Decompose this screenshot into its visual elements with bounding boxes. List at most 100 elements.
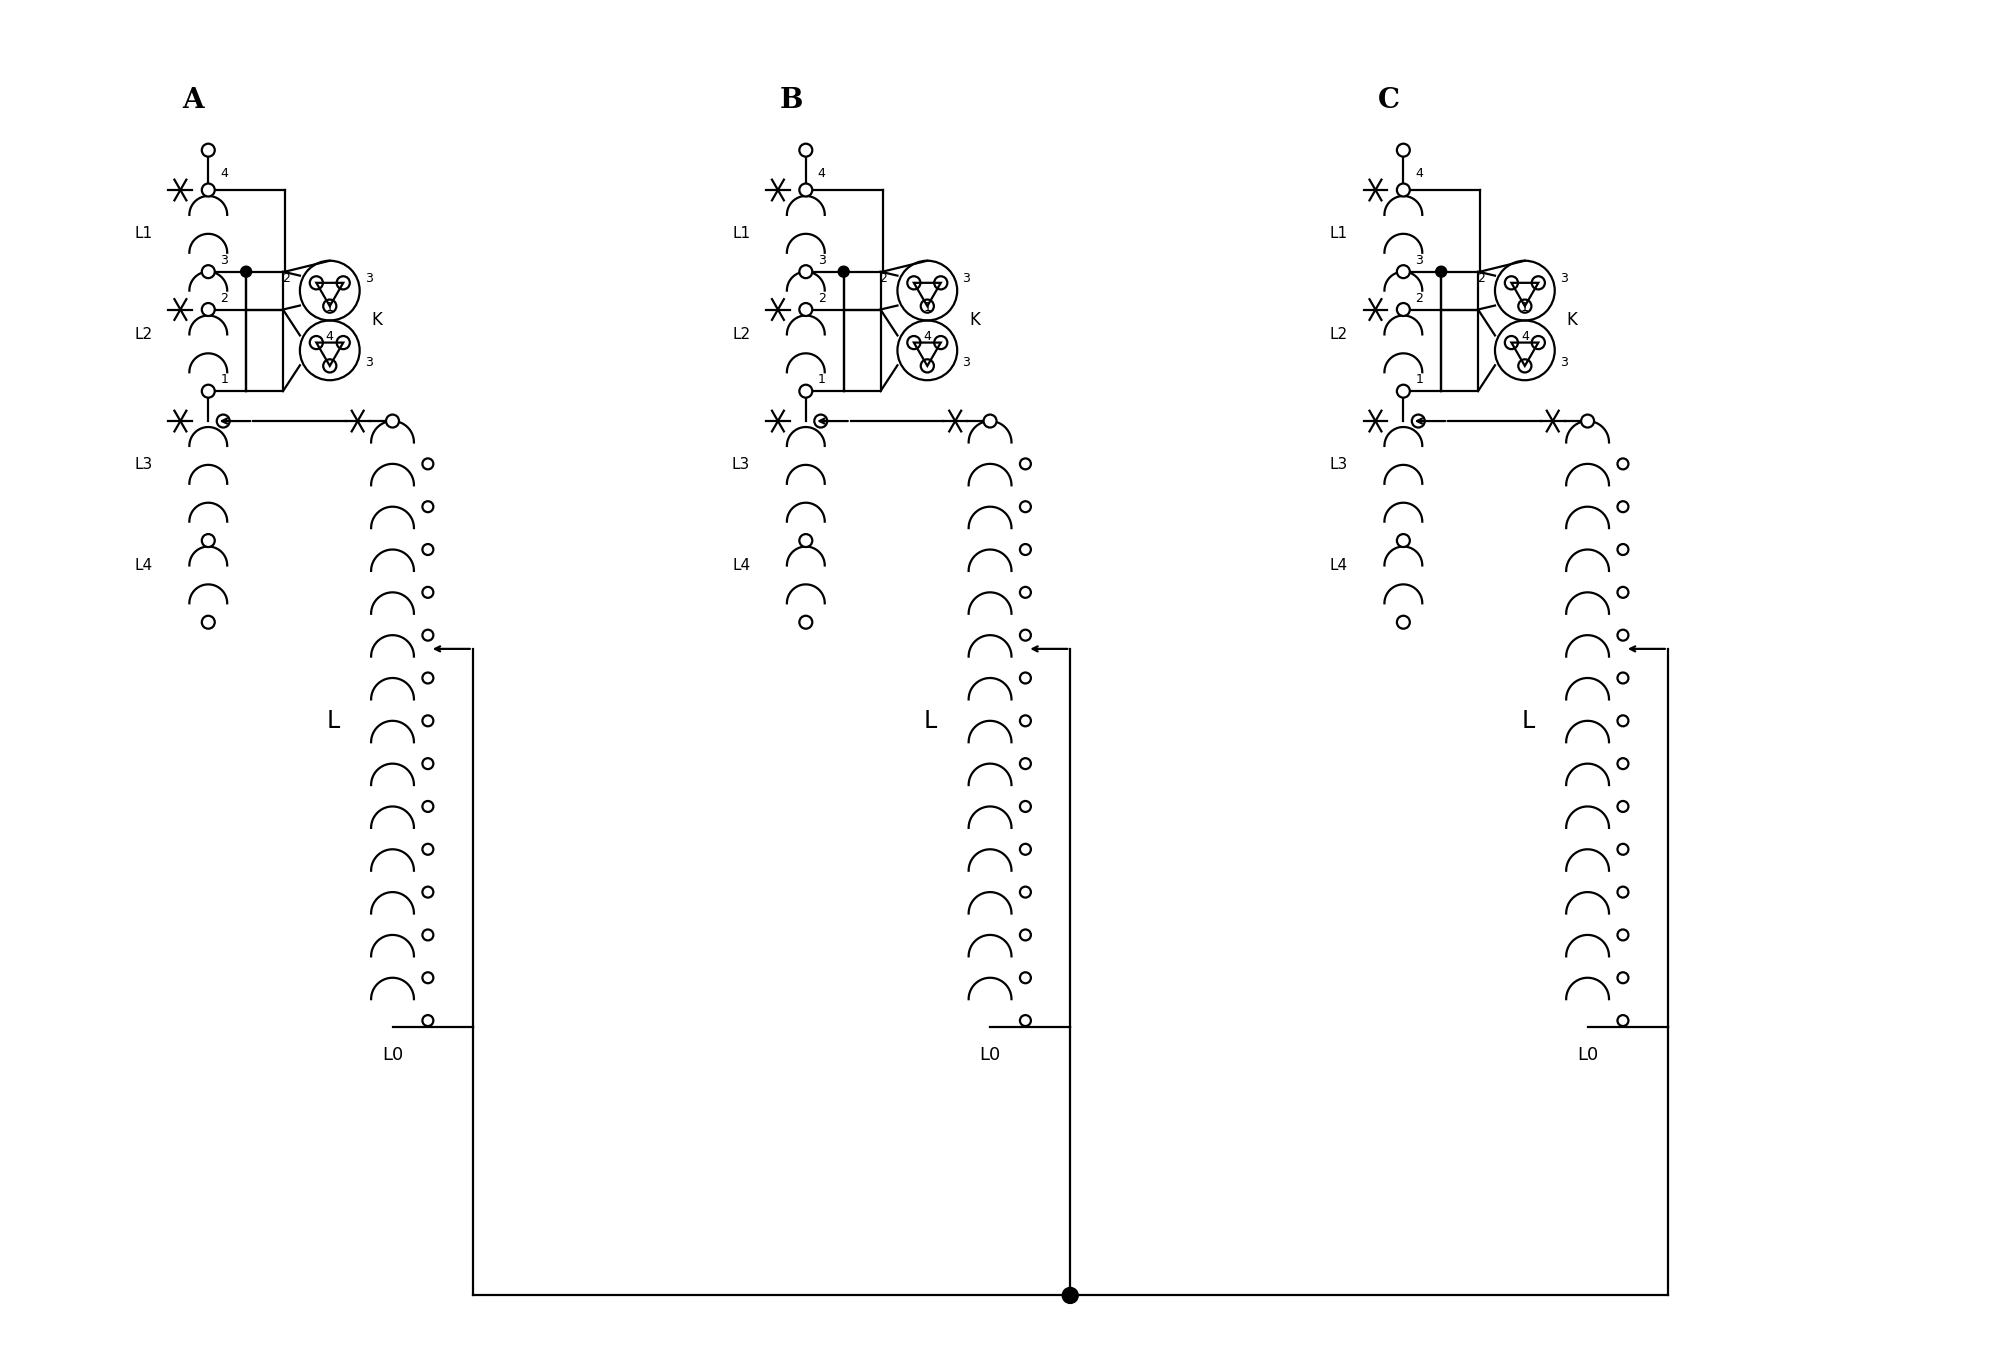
Circle shape xyxy=(422,629,434,641)
Text: B: B xyxy=(779,87,802,114)
Text: L0: L0 xyxy=(1577,1046,1599,1065)
Circle shape xyxy=(1617,716,1629,727)
Text: 1: 1 xyxy=(1414,373,1422,386)
Text: L: L xyxy=(1521,709,1535,733)
Circle shape xyxy=(1617,886,1629,897)
Circle shape xyxy=(1021,716,1031,727)
Circle shape xyxy=(1021,930,1031,940)
Text: 1: 1 xyxy=(1521,302,1529,314)
Text: 4: 4 xyxy=(818,166,826,180)
Text: 4: 4 xyxy=(924,330,932,344)
Circle shape xyxy=(422,544,434,555)
Circle shape xyxy=(1021,801,1031,812)
Circle shape xyxy=(1021,544,1031,555)
Circle shape xyxy=(422,801,434,812)
Text: K: K xyxy=(372,311,382,330)
Circle shape xyxy=(1436,267,1446,277)
Circle shape xyxy=(386,414,400,428)
Circle shape xyxy=(1581,414,1593,428)
Circle shape xyxy=(1063,1288,1079,1303)
Circle shape xyxy=(422,930,434,940)
Circle shape xyxy=(1617,844,1629,855)
Circle shape xyxy=(800,265,812,279)
Text: L3: L3 xyxy=(1330,457,1348,472)
Circle shape xyxy=(800,143,812,157)
Text: 2: 2 xyxy=(1414,291,1422,304)
Text: 2: 2 xyxy=(1477,272,1485,284)
Circle shape xyxy=(1617,930,1629,940)
Text: 4: 4 xyxy=(1521,330,1529,344)
Text: L0: L0 xyxy=(382,1046,404,1065)
Text: 3: 3 xyxy=(1414,254,1422,267)
Circle shape xyxy=(201,265,215,279)
Circle shape xyxy=(201,143,215,157)
Circle shape xyxy=(422,587,434,598)
Circle shape xyxy=(800,534,812,547)
Circle shape xyxy=(1396,534,1410,547)
Circle shape xyxy=(1021,501,1031,513)
Circle shape xyxy=(201,384,215,398)
Text: 2: 2 xyxy=(818,291,826,304)
Circle shape xyxy=(1617,587,1629,598)
Circle shape xyxy=(422,459,434,469)
Circle shape xyxy=(422,886,434,897)
Circle shape xyxy=(201,184,215,196)
Circle shape xyxy=(814,414,828,428)
Circle shape xyxy=(201,616,215,629)
Circle shape xyxy=(1396,143,1410,157)
Text: K: K xyxy=(1567,311,1577,330)
Circle shape xyxy=(1617,1015,1629,1026)
Text: L4: L4 xyxy=(731,557,749,572)
Circle shape xyxy=(1021,587,1031,598)
Text: 2: 2 xyxy=(221,291,229,304)
Text: 3: 3 xyxy=(818,254,826,267)
Text: L2: L2 xyxy=(731,327,749,342)
Circle shape xyxy=(1021,973,1031,984)
Circle shape xyxy=(1396,384,1410,398)
Text: L2: L2 xyxy=(135,327,153,342)
Circle shape xyxy=(1617,629,1629,641)
Circle shape xyxy=(217,414,229,428)
Text: L1: L1 xyxy=(135,226,153,241)
Circle shape xyxy=(1021,1015,1031,1026)
Circle shape xyxy=(1617,801,1629,812)
Text: L4: L4 xyxy=(1330,557,1348,572)
Text: L3: L3 xyxy=(731,457,749,472)
Text: L4: L4 xyxy=(135,557,153,572)
Circle shape xyxy=(201,534,215,547)
Text: L1: L1 xyxy=(731,226,749,241)
Circle shape xyxy=(422,672,434,683)
Circle shape xyxy=(1617,758,1629,769)
Circle shape xyxy=(1617,973,1629,984)
Text: 3: 3 xyxy=(221,254,229,267)
Circle shape xyxy=(1617,459,1629,469)
Text: 3: 3 xyxy=(1559,356,1567,369)
Text: A: A xyxy=(183,87,205,114)
Text: L: L xyxy=(924,709,936,733)
Text: 1: 1 xyxy=(325,302,333,314)
Circle shape xyxy=(1396,265,1410,279)
Text: 2: 2 xyxy=(880,272,888,284)
Circle shape xyxy=(1617,672,1629,683)
Text: 1: 1 xyxy=(818,373,826,386)
Circle shape xyxy=(800,384,812,398)
Circle shape xyxy=(422,973,434,984)
Text: 1: 1 xyxy=(221,373,229,386)
Text: 4: 4 xyxy=(221,166,229,180)
Circle shape xyxy=(201,303,215,317)
Circle shape xyxy=(1021,459,1031,469)
Text: 2: 2 xyxy=(281,272,289,284)
Circle shape xyxy=(422,758,434,769)
Text: L2: L2 xyxy=(1330,327,1348,342)
Circle shape xyxy=(1021,629,1031,641)
Text: L1: L1 xyxy=(1330,226,1348,241)
Text: K: K xyxy=(968,311,980,330)
Text: L0: L0 xyxy=(980,1046,1000,1065)
Circle shape xyxy=(1617,544,1629,555)
Text: 4: 4 xyxy=(325,330,333,344)
Text: 3: 3 xyxy=(366,272,372,284)
Circle shape xyxy=(1396,184,1410,196)
Circle shape xyxy=(422,501,434,513)
Circle shape xyxy=(800,303,812,317)
Text: L3: L3 xyxy=(135,457,153,472)
